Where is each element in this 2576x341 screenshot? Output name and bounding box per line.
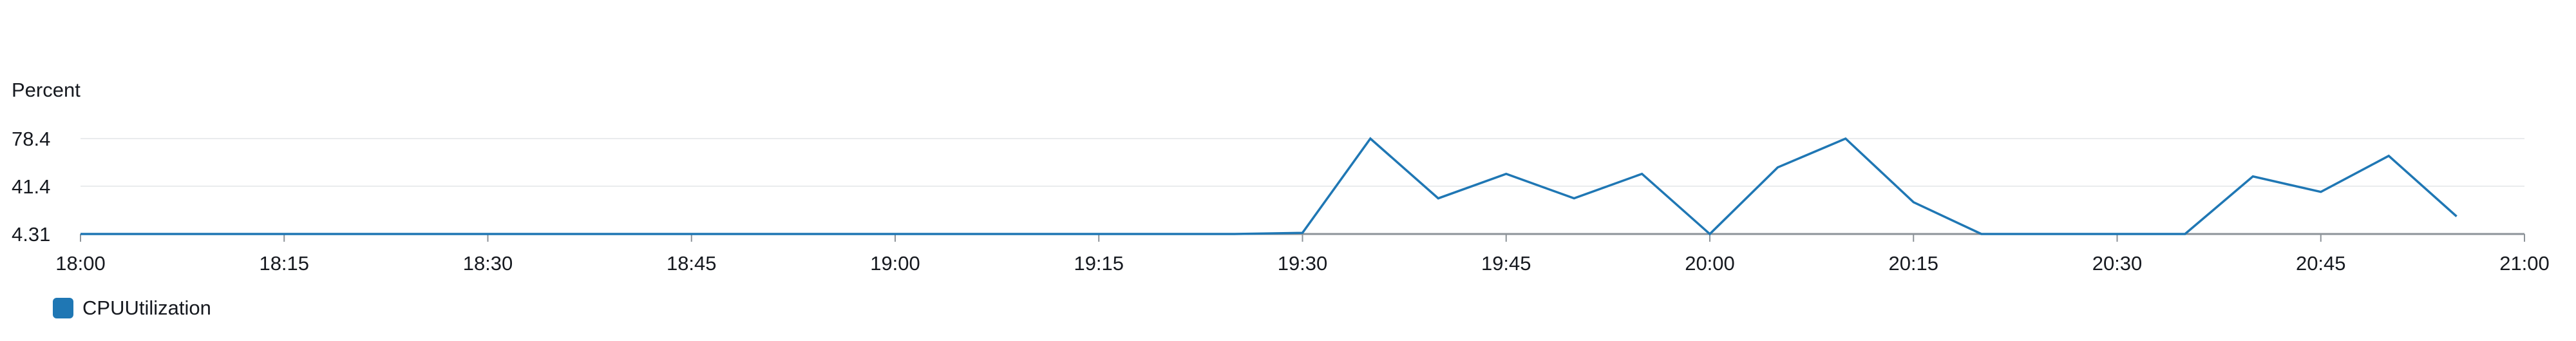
legend-label-cpuutilization[interactable]: CPUUtilization	[82, 297, 211, 319]
x-tick-label: 19:30	[1278, 252, 1328, 275]
legend: CPUUtilization	[53, 295, 211, 321]
x-tick-label: 19:45	[1481, 252, 1531, 275]
series-line-cpuutilization[interactable]	[80, 137, 2458, 236]
x-tick-label: 18:45	[667, 252, 717, 275]
y-axis-label: Percent	[12, 79, 80, 101]
y-tick-labels: 4.31 41.4 78.4	[12, 128, 50, 246]
x-tick-label: 18:30	[463, 252, 513, 275]
x-tick-label: 18:15	[259, 252, 309, 275]
grid-lines	[80, 138, 2524, 187]
x-tick-label: 20:15	[1888, 252, 1938, 275]
legend-swatch-cpuutilization[interactable]	[53, 298, 73, 318]
y-tick-label: 78.4	[12, 128, 50, 150]
x-tick-label: 19:00	[870, 252, 920, 275]
x-tick-label: 20:00	[1685, 252, 1735, 275]
x-tick-label: 20:30	[2092, 252, 2143, 275]
y-tick-label: 4.31	[12, 223, 50, 246]
y-tick-label: 41.4	[12, 175, 50, 198]
x-tick-labels: 18:00 18:15 18:30 18:45 19:00 19:15 19:30 19:45…	[55, 252, 2550, 275]
x-tick-label: 18:00	[55, 252, 106, 275]
x-tick-label: 20:45	[2296, 252, 2346, 275]
axes	[80, 233, 2525, 242]
x-tick-label: 21:00	[2499, 252, 2550, 275]
x-tick-label: 19:15	[1074, 252, 1124, 275]
series-lines	[80, 137, 2458, 236]
